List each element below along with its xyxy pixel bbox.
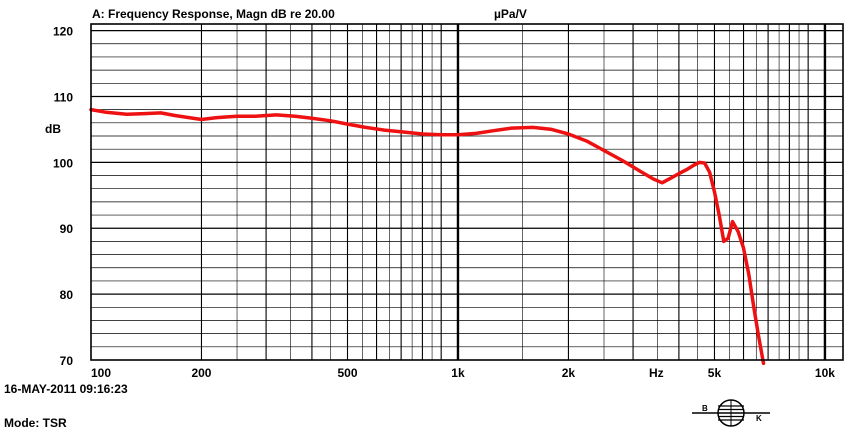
minor-grid [91, 24, 843, 360]
logo-letter-b: B [702, 404, 708, 413]
y-tick-label: 90 [60, 222, 74, 236]
x-tick-labels: 100 200 500 1k 2k 5k 10k [91, 366, 835, 380]
x-tick-label: 100 [91, 366, 111, 380]
mode-label: Mode: TSR [4, 416, 67, 430]
x-tick-label: 2k [562, 366, 576, 380]
y-tick-label: 110 [54, 90, 74, 104]
timestamp: 16-MAY-2011 09:16:23 [4, 382, 128, 396]
y-tick-label: 80 [60, 288, 74, 302]
x-axis-label: Hz [649, 366, 664, 380]
chart-unit: µPa/V [494, 7, 527, 21]
x-tick-label: 500 [337, 366, 357, 380]
logo-letter-k: K [756, 414, 762, 423]
plot-frame [90, 23, 844, 361]
y-axis-label: dB [45, 122, 61, 136]
y-tick-label: 70 [60, 354, 74, 368]
x-tick-label: 200 [191, 366, 211, 380]
chart-title: A: Frequency Response, Magn dB re 20.00 [92, 7, 335, 21]
x-tick-label: 1k [451, 366, 465, 380]
y-tick-labels: 70 80 90 100 110 120 [53, 25, 73, 368]
major-grid [91, 29, 843, 295]
x-tick-label: 10k [815, 366, 835, 380]
y-tick-label: 120 [53, 25, 73, 39]
response-curve [89, 107, 766, 366]
bruel-kjaer-logo: B K [692, 399, 770, 427]
x-tick-label: 5k [708, 366, 722, 380]
y-tick-label: 100 [53, 156, 73, 170]
